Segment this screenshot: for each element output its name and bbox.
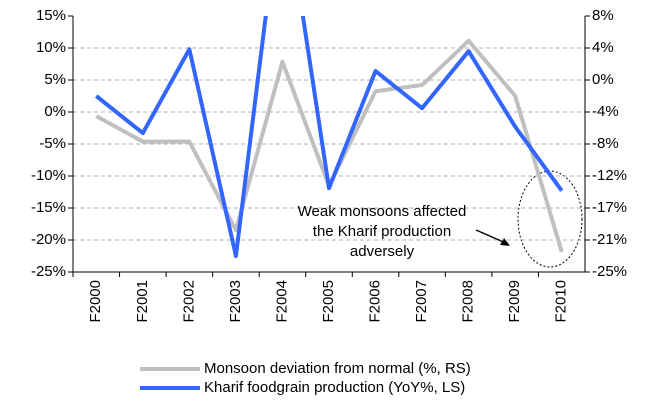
x-tick-label: F2010 (553, 280, 570, 323)
y-tick-label: -15% (31, 199, 66, 216)
plot-area (95, 16, 564, 258)
y-tick-label: 15% (36, 7, 66, 24)
x-tick-label: F2008 (460, 280, 477, 323)
y-tick-label: 10% (36, 39, 66, 56)
x-tick-label: F2005 (320, 280, 337, 323)
legend-label: Monsoon deviation from normal (%, RS) (204, 360, 471, 377)
series-line (95, 38, 564, 253)
y-tick-label: 5% (44, 71, 66, 88)
x-tick-label: F2000 (87, 280, 104, 323)
y2-tick-label: -8% (592, 135, 619, 152)
y2-tick-label: -21% (592, 231, 627, 248)
y-tick-label: -20% (31, 231, 66, 248)
x-tick-label: F2003 (227, 280, 244, 323)
y-tick-label: 0% (44, 103, 66, 120)
y2-tick-label: -25% (592, 263, 627, 280)
y2-tick-label: 8% (592, 7, 614, 24)
y-tick-label: -25% (31, 263, 66, 280)
annotation: the Kharif production (313, 223, 451, 240)
x-tick-label: F2009 (506, 280, 523, 323)
y-tick-label: -5% (39, 135, 66, 152)
y2-tick-label: 4% (592, 39, 614, 56)
y-tick-label: -10% (31, 167, 66, 184)
y2-tick-label: -12% (592, 167, 627, 184)
x-tick-label: F2006 (367, 280, 384, 323)
annotation: Weak monsoons affected (298, 203, 467, 220)
x-tick-label: F2001 (134, 280, 151, 323)
arrow-head (500, 238, 510, 246)
x-tick-label: F2002 (180, 280, 197, 323)
y2-tick-label: -4% (592, 103, 619, 120)
y2-tick-label: -17% (592, 199, 627, 216)
legend-label: Kharif foodgrain production (YoY%, LS) (204, 379, 465, 396)
series-line (95, 16, 564, 258)
x-tick-label: F2007 (413, 280, 430, 323)
annotation: adversely (350, 243, 415, 260)
y2-tick-label: 0% (592, 71, 614, 88)
x-tick-label: F2004 (273, 280, 290, 323)
highlight-ellipse (517, 170, 583, 268)
